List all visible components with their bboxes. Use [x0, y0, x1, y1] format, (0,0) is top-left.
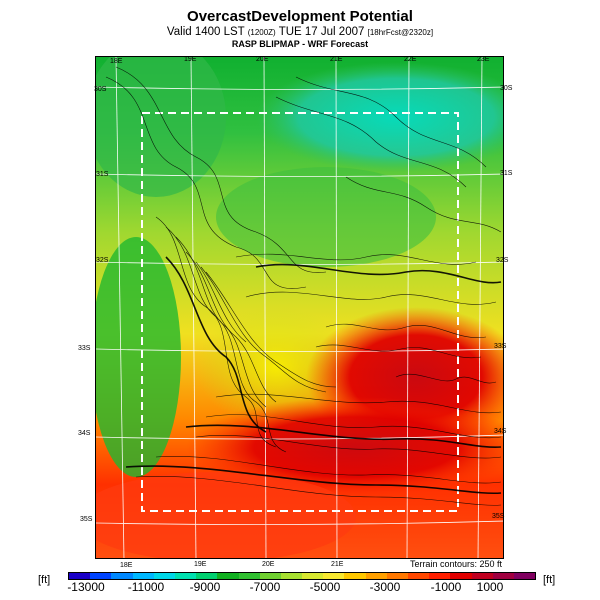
lat-label-left: 31S	[96, 171, 109, 178]
colorbar-tick: -13000	[67, 580, 105, 594]
colorbar-swatch	[259, 573, 281, 579]
lon-label-top: 18E	[110, 58, 123, 65]
colorbar-swatch	[302, 573, 324, 579]
colorbar-tick: -1000	[430, 580, 462, 594]
colorbar	[68, 572, 536, 580]
colorbar-tick: -7000	[249, 580, 281, 594]
colorbar-swatch	[386, 573, 408, 579]
colorbar-swatch	[111, 573, 133, 579]
lat-label-right: 34S	[494, 428, 507, 435]
lat-label-right: 32S	[496, 257, 509, 264]
utc-time: (1200Z)	[247, 28, 276, 37]
lon-label-bottom: 21E	[331, 561, 344, 568]
lon-label-bottom: 20E	[262, 561, 275, 568]
colorbar-swatch	[69, 573, 91, 579]
colorbar-tick: -11000	[127, 580, 165, 594]
forecast-map	[95, 56, 504, 559]
lat-label-left: 34S	[78, 430, 91, 437]
lon-label-top: 23E	[477, 56, 490, 63]
colorbar-swatch	[132, 573, 154, 579]
colorbar-swatch	[323, 573, 345, 579]
lon-label-top: 21E	[330, 56, 343, 63]
colorbar-tick: -3000	[369, 580, 401, 594]
lat-label-right: 31S	[500, 170, 513, 177]
colorbar-swatch	[408, 573, 430, 579]
colorbar-swatch	[471, 573, 493, 579]
valid-time: Valid 1400 LST	[166, 26, 245, 38]
lat-label-left: 33S	[78, 345, 91, 352]
lat-label-left: 35S	[80, 516, 93, 523]
colorbar-tick: -5000	[309, 580, 341, 594]
colorbar-swatch	[238, 573, 260, 579]
lon-label-top: 19E	[184, 56, 197, 63]
colorbar-swatch	[174, 573, 197, 579]
colorbar-tick: -9000	[189, 580, 221, 594]
map-canvas	[96, 57, 503, 558]
valid-date: TUE 17 Jul 2007	[278, 26, 365, 38]
colorbar-swatch	[196, 573, 218, 579]
colorbar-swatch	[153, 573, 175, 579]
colorbar-swatch	[365, 573, 387, 579]
colorbar-swatch	[344, 573, 366, 579]
lat-label-left: 32S	[96, 257, 109, 264]
map-title: OvercastDevelopment Potential	[187, 8, 413, 25]
forecast-info: [18hrFcst@2320z]	[367, 28, 434, 37]
lon-label-top: 22E	[404, 56, 417, 63]
lon-label-bottom: 18E	[120, 562, 133, 569]
colorbar-swatch	[280, 573, 303, 579]
map-subtitle: Valid 1400 LST (1200Z) TUE 17 Jul 2007 […	[0, 26, 600, 38]
colorbar-swatch	[450, 573, 472, 579]
colorbar-swatch	[217, 573, 239, 579]
colorbar-swatch	[513, 573, 536, 579]
lat-label-right: 35S	[492, 513, 505, 520]
terrain-contour-note: Terrain contours: 250 ft	[409, 559, 502, 569]
lat-label-right: 33S	[494, 343, 507, 350]
lat-label-right: 30S	[500, 85, 513, 92]
model-subtitle: RASP BLIPMAP - WRF Forecast	[231, 39, 369, 49]
colorbar-swatch	[429, 573, 451, 579]
colorbar-swatch	[492, 573, 514, 579]
colorbar-unit-right: [ft]	[543, 574, 556, 586]
lon-label-top: 20E	[256, 56, 269, 63]
colorbar-tick: 1000	[476, 580, 504, 594]
colorbar-unit-left: [ft]	[38, 574, 51, 586]
colorbar-swatch	[90, 573, 112, 579]
lat-label-left: 30S	[94, 86, 107, 93]
lon-label-bottom: 19E	[194, 561, 207, 568]
